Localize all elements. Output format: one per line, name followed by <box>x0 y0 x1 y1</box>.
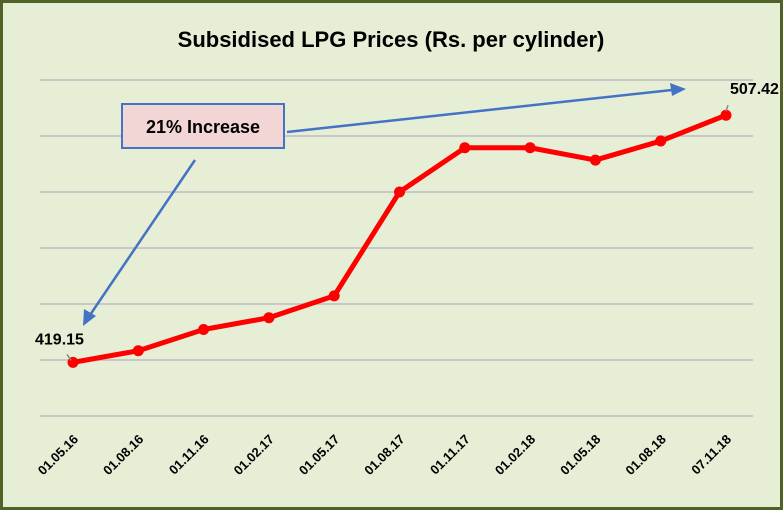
annotation-text: 21% Increase <box>146 117 260 137</box>
data-point <box>198 323 210 335</box>
data-point <box>524 142 536 154</box>
data-point <box>328 290 340 302</box>
arrow-to-start <box>88 159 197 316</box>
data-point <box>394 186 405 198</box>
arrowhead-start <box>83 309 96 326</box>
data-point <box>459 142 471 154</box>
data-point <box>720 109 732 121</box>
arrowhead-end <box>670 83 686 96</box>
leader-line <box>725 104 729 112</box>
arrow-to-end <box>286 88 673 134</box>
annotation-box: 21% Increase <box>121 103 285 149</box>
data-label: 507.42 <box>730 81 779 98</box>
data-point <box>132 345 144 357</box>
chart-title: Subsidised LPG Prices (Rs. per cylinder) <box>178 27 605 52</box>
data-point <box>263 312 275 324</box>
leader-line <box>66 353 72 361</box>
data-point <box>589 154 601 166</box>
data-label: 419.15 <box>35 331 84 348</box>
data-point <box>655 135 667 147</box>
